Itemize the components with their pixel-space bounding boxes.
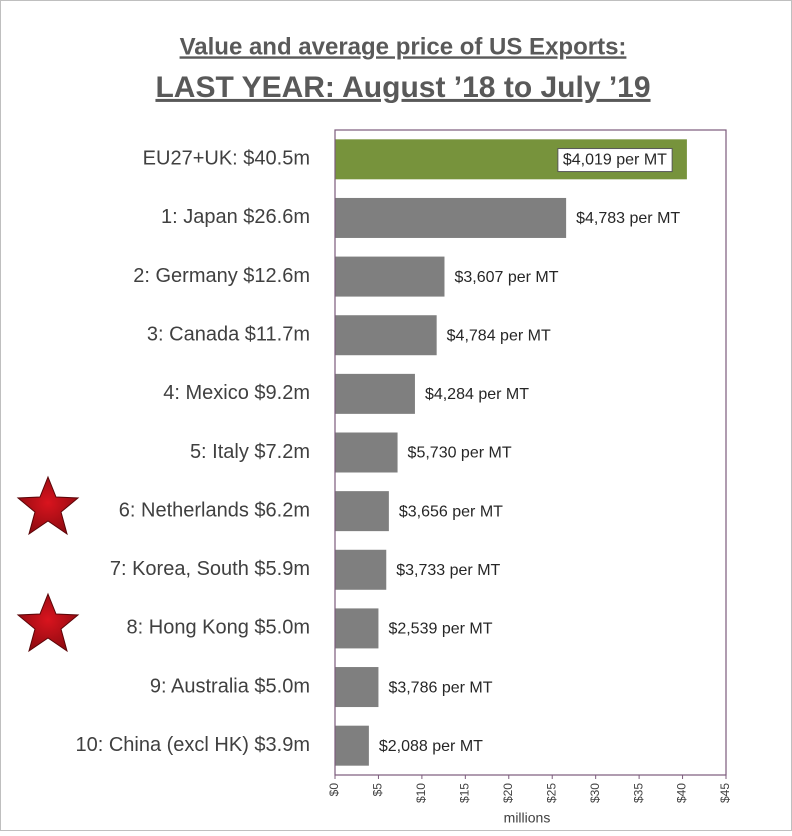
price-label: $3,656 per MT bbox=[399, 503, 503, 520]
price-label: $4,019 per MT bbox=[563, 152, 667, 169]
bar bbox=[335, 667, 379, 708]
x-tick-label: $0 bbox=[327, 783, 341, 797]
category-label: 2: Germany $12.6m bbox=[133, 265, 310, 287]
category-label: 9: Australia $5.0m bbox=[150, 675, 310, 697]
bar bbox=[335, 256, 445, 297]
x-tick-label: $40 bbox=[675, 783, 689, 803]
x-tick-label: $5 bbox=[371, 783, 385, 797]
category-label: 5: Italy $7.2m bbox=[190, 441, 310, 463]
category-label: 4: Mexico $9.2m bbox=[163, 382, 310, 404]
bar bbox=[335, 432, 398, 473]
bar bbox=[335, 549, 387, 590]
star bbox=[16, 475, 80, 536]
x-axis-label: millions bbox=[504, 810, 551, 826]
category-label: 1: Japan $26.6m bbox=[161, 206, 310, 228]
star bbox=[16, 592, 80, 653]
x-tick-label: $30 bbox=[588, 783, 602, 803]
category-label: 3: Canada $11.7m bbox=[147, 324, 310, 346]
plot-frame bbox=[334, 129, 727, 776]
x-tick-label: $15 bbox=[458, 783, 472, 803]
x-tick-label: $10 bbox=[414, 783, 428, 803]
category-label: 10: China (excl HK) $3.9m bbox=[75, 734, 310, 756]
bar bbox=[335, 315, 437, 356]
price-label: $3,786 per MT bbox=[388, 679, 492, 696]
price-label: $4,783 per MT bbox=[576, 210, 680, 227]
chart-title: Value and average price of US Exports: bbox=[180, 33, 627, 60]
x-tick-label: $45 bbox=[718, 783, 732, 803]
bar bbox=[335, 197, 567, 238]
price-label: $5,730 per MT bbox=[408, 445, 512, 462]
bar bbox=[335, 608, 379, 649]
bar bbox=[335, 491, 389, 532]
bar bbox=[335, 373, 415, 414]
category-label: 7: Korea, South $5.9m bbox=[110, 558, 310, 580]
price-label: $2,088 per MT bbox=[379, 738, 483, 755]
price-label: $4,284 per MT bbox=[425, 386, 529, 403]
bar bbox=[335, 725, 369, 766]
category-label: 6: Netherlands $6.2m bbox=[119, 499, 310, 521]
x-tick-label: $25 bbox=[544, 783, 558, 803]
x-tick-label: $20 bbox=[501, 783, 515, 803]
x-tick-label: $35 bbox=[631, 783, 645, 803]
price-label: $3,607 per MT bbox=[454, 269, 558, 286]
price-label: $2,539 per MT bbox=[388, 621, 492, 638]
chart-subtitle: LAST YEAR: August ’18 to July ’19 bbox=[155, 71, 650, 104]
price-label: $4,784 per MT bbox=[447, 327, 551, 344]
price-label: $3,733 per MT bbox=[396, 562, 500, 579]
price-label-box bbox=[557, 148, 673, 173]
category-label: EU27+UK: $40.5m bbox=[143, 148, 310, 170]
category-label: 8: Hong Kong $5.0m bbox=[127, 617, 310, 639]
